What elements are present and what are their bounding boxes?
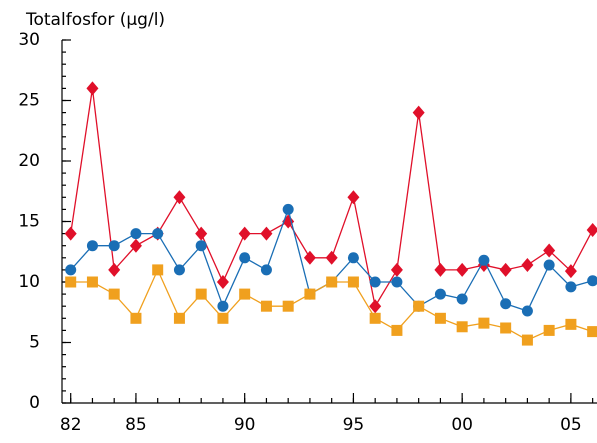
marker [543,243,556,258]
marker [521,305,533,317]
marker [565,281,577,293]
marker [391,276,403,288]
marker [413,300,425,312]
y-tick-label: 30 [18,30,40,50]
marker [108,240,120,252]
marker [238,226,251,241]
marker [456,321,468,333]
marker [564,264,577,279]
marker [108,288,120,300]
marker [586,222,597,237]
y-tick-label: 25 [18,91,40,111]
marker [216,275,229,289]
marker [500,298,512,310]
chart-title: Totalfosfor (µg/l) [25,10,165,30]
marker [412,105,425,120]
marker [434,312,446,324]
marker [587,275,597,287]
marker [152,228,164,240]
marker [152,264,164,276]
x-tick-label: 85 [125,415,147,435]
marker [239,252,251,264]
marker [543,259,555,271]
marker [521,334,533,346]
marker [86,276,98,288]
marker [478,254,490,266]
marker [347,252,359,264]
y-tick-label: 5 [29,333,40,353]
marker [456,262,469,277]
marker [391,324,403,336]
y-tick-label: 10 [18,272,40,292]
marker [543,324,555,336]
marker [86,240,98,252]
marker [108,262,121,277]
marker [304,288,316,300]
marker [521,258,534,273]
marker [390,262,403,277]
x-tick-label: 90 [234,415,256,435]
marker [347,276,359,288]
marker [65,276,77,288]
marker [303,250,316,265]
marker [86,81,99,96]
marker [239,288,251,300]
marker [173,190,186,205]
marker [347,190,360,205]
marker [369,276,381,288]
marker [478,317,490,329]
marker [326,276,338,288]
marker [282,300,294,312]
marker [260,300,272,312]
y-tick-label: 15 [18,212,40,232]
marker [217,312,229,324]
marker [434,288,446,300]
marker [260,226,273,241]
marker [217,300,229,312]
marker [565,318,577,330]
marker [130,312,142,324]
marker [173,312,185,324]
marker [325,250,338,265]
marker [500,322,512,334]
marker [369,312,381,324]
y-tick-label: 20 [18,151,40,171]
marker [369,299,382,314]
x-tick-label: 05 [560,415,582,435]
x-tick-label: 82 [60,415,82,435]
marker [499,262,512,277]
marker [260,264,272,276]
marker [434,262,447,277]
marker [587,326,597,338]
x-tick-label: 95 [343,415,365,435]
marker [195,226,208,241]
marker [129,238,142,253]
marker [282,203,294,215]
marker [195,288,207,300]
y-tick-label: 0 [29,393,40,413]
x-tick-label: 00 [451,415,473,435]
marker [456,293,468,305]
series-line [70,88,594,308]
marker [173,264,185,276]
marker [130,228,142,240]
marker [65,264,77,276]
marker [195,240,207,252]
marker [64,226,77,241]
